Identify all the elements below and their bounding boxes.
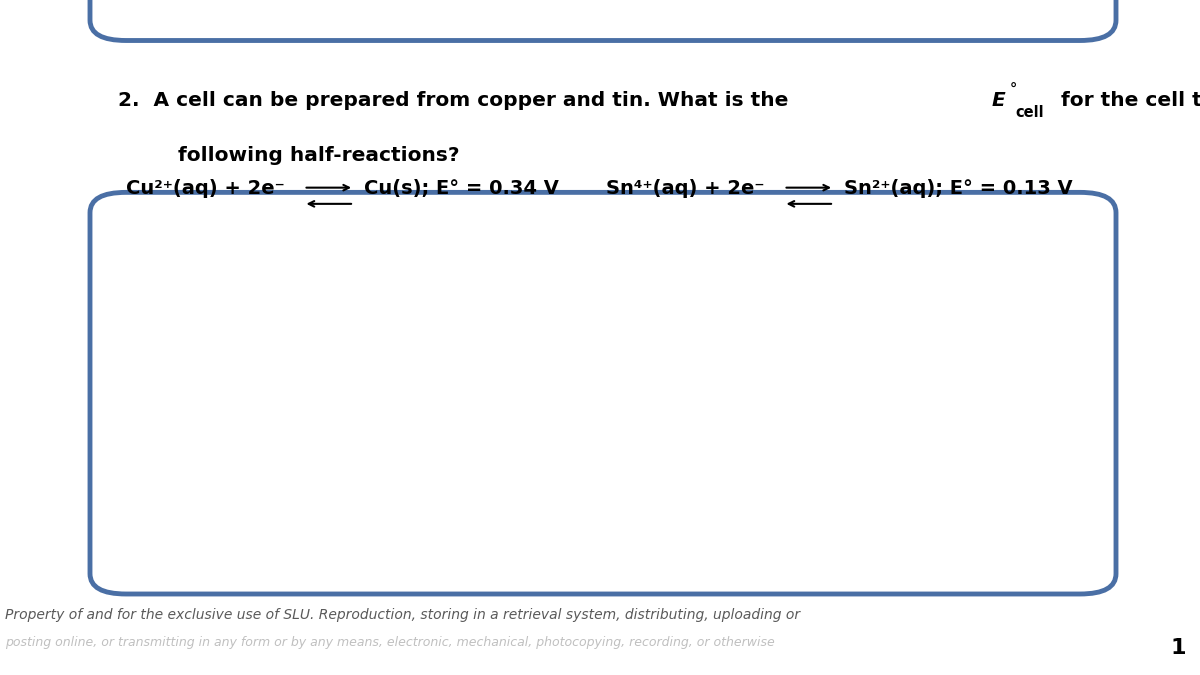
Text: Property of and for the exclusive use of SLU. Reproduction, storing in a retriev: Property of and for the exclusive use of… [5,608,800,622]
Text: posting online, or transmitting in any form or by any means, electronic, mechani: posting online, or transmitting in any f… [5,636,774,649]
Text: °: ° [1009,83,1016,98]
Text: Sn⁴⁺(aq) + 2e⁻: Sn⁴⁺(aq) + 2e⁻ [606,179,764,198]
Text: 1: 1 [1170,638,1186,658]
Text: E: E [991,91,1006,110]
FancyBboxPatch shape [90,0,1116,40]
FancyBboxPatch shape [90,192,1116,594]
Text: cell: cell [1015,105,1044,119]
Text: following half-reactions?: following half-reactions? [178,146,460,165]
Text: Cu(s); E° = 0.34 V: Cu(s); E° = 0.34 V [364,179,558,198]
Text: 2.  A cell can be prepared from copper and tin. What is the: 2. A cell can be prepared from copper an… [118,91,794,110]
Text: Cu²⁺(aq) + 2e⁻: Cu²⁺(aq) + 2e⁻ [126,179,284,198]
Text: Sn²⁺(aq); E° = 0.13 V: Sn²⁺(aq); E° = 0.13 V [844,179,1073,198]
Text: for the cell that forms from the: for the cell that forms from the [1055,91,1200,110]
